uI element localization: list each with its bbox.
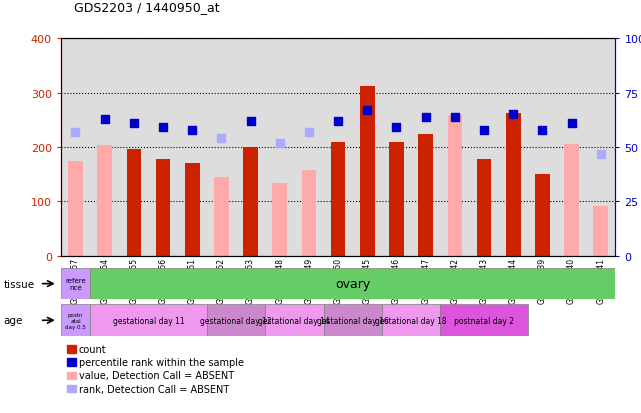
Point (450, 114, 460, 121)
Point (246, 118, 256, 125)
Bar (68, 161, 83, 256)
Bar (564, 145, 579, 256)
Point (71, 129, 81, 136)
Bar (440, 304, 528, 337)
Point (274, 140, 285, 147)
Point (508, 112, 519, 119)
Bar (477, 159, 492, 256)
Bar (126, 149, 141, 256)
Bar (447, 116, 462, 256)
Point (304, 129, 314, 136)
Bar (214, 178, 229, 256)
Bar (244, 147, 258, 256)
Bar (90, 304, 207, 337)
Text: gestational day 11: gestational day 11 (113, 316, 184, 325)
Bar (61, 268, 90, 299)
Text: postnatal day 2: postnatal day 2 (454, 316, 514, 325)
Point (99, 116, 110, 123)
Text: count: count (79, 344, 106, 354)
Text: value, Detection Call = ABSENT: value, Detection Call = ABSENT (79, 370, 234, 380)
Point (479, 127, 489, 134)
Bar (360, 87, 374, 256)
Text: age: age (3, 316, 22, 325)
Bar (302, 171, 316, 256)
Point (333, 118, 344, 125)
Text: gestational day 14: gestational day 14 (258, 316, 330, 325)
Text: percentile rank within the sample: percentile rank within the sample (79, 357, 244, 367)
Bar (535, 175, 550, 256)
Bar (156, 159, 171, 256)
Bar (419, 135, 433, 256)
Point (392, 125, 402, 131)
Text: rank, Detection Call = ABSENT: rank, Detection Call = ABSENT (79, 384, 229, 394)
Point (537, 127, 547, 134)
Bar (331, 142, 345, 256)
Bar (324, 304, 382, 337)
Text: gestational day 12: gestational day 12 (200, 316, 272, 325)
Bar (61, 304, 90, 337)
Point (187, 127, 197, 134)
Text: GDS2203 / 1440950_at: GDS2203 / 1440950_at (74, 2, 219, 14)
Bar (265, 304, 324, 337)
Point (420, 114, 431, 121)
Text: tissue: tissue (3, 279, 35, 289)
Text: ovary: ovary (335, 278, 370, 290)
Point (158, 125, 168, 131)
Text: gestational day 18: gestational day 18 (375, 316, 447, 325)
Bar (382, 304, 440, 337)
Bar (207, 304, 265, 337)
Text: postn
atal
day 0.5: postn atal day 0.5 (65, 312, 86, 329)
Point (595, 151, 606, 157)
Text: gestational day 16: gestational day 16 (317, 316, 388, 325)
Bar (185, 164, 199, 256)
Point (567, 121, 577, 127)
Bar (272, 184, 287, 256)
Point (129, 121, 139, 127)
Bar (506, 114, 520, 256)
Point (362, 107, 372, 114)
Bar (594, 206, 608, 256)
Text: refere
nce: refere nce (65, 278, 86, 290)
Bar (97, 145, 112, 256)
Point (216, 135, 226, 142)
Bar (389, 142, 404, 256)
